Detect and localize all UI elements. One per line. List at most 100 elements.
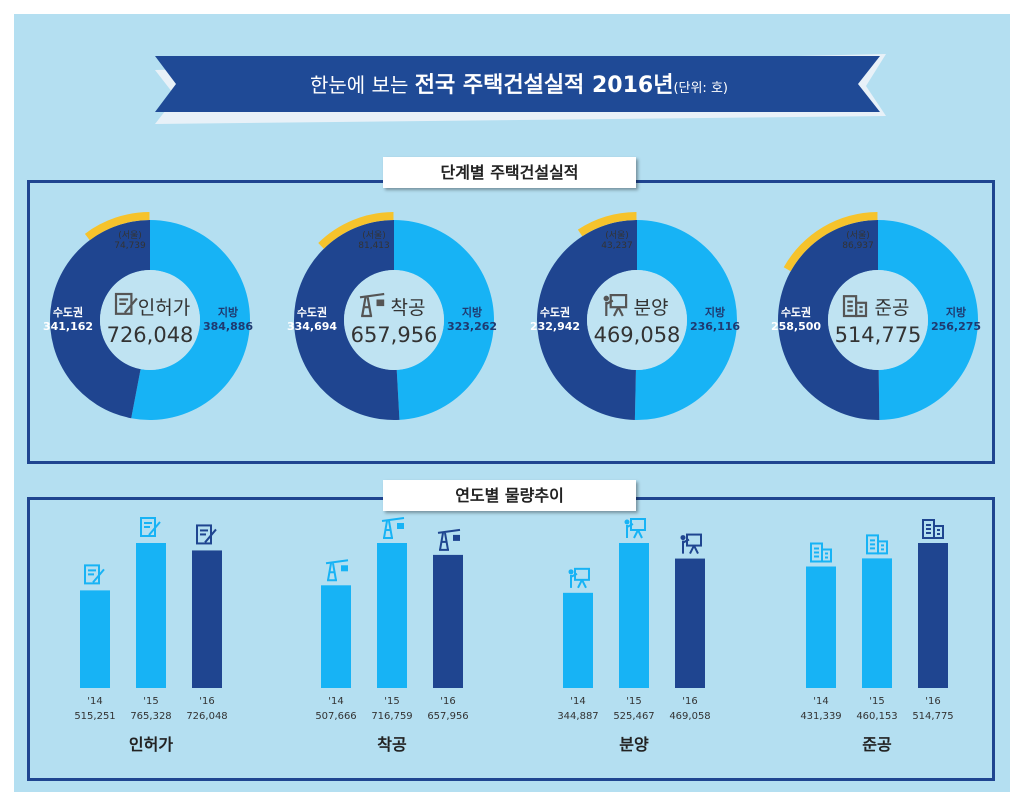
donut-slice-regional <box>878 220 979 420</box>
regional-value: 256,275 <box>931 320 981 333</box>
bar <box>80 590 110 688</box>
bar <box>619 543 649 688</box>
capital-value: 258,500 <box>771 320 821 333</box>
regional-value: 236,116 <box>690 320 740 333</box>
seoul-label: (서울) <box>362 230 386 241</box>
donut-hole <box>100 270 200 370</box>
bar <box>563 592 593 688</box>
page-title: 한눈에 보는 전국 주택건설실적 2016년(단위: 호) <box>310 73 728 98</box>
document-pen-icon <box>140 517 161 537</box>
document-pen-icon <box>84 564 105 585</box>
presentation-board-icon <box>568 567 590 589</box>
bar-group-name: 인허가 <box>129 735 173 754</box>
stage-section-label: 단계별 주택건설실적 <box>383 157 636 188</box>
donut-slice-regional <box>394 220 495 420</box>
seoul-value: 74,739 <box>114 241 146 251</box>
capital-label: 수도권 <box>781 306 811 319</box>
capital-value: 232,942 <box>530 320 580 333</box>
bar-year-label: '14 <box>328 696 343 707</box>
bar-value-label: 344,887 <box>557 711 598 722</box>
banner-ribbon <box>155 56 880 112</box>
bar-value-label: 716,759 <box>371 711 412 722</box>
bar-year-label: '15 <box>869 696 884 707</box>
donut-stage-name: 준공 <box>875 297 910 319</box>
presentation-board-icon <box>624 518 646 539</box>
bar-group-4: '14 431,339 '15 460,153 '16 514,775 준공 <box>800 519 954 754</box>
bar <box>136 543 166 688</box>
bar-group-name: 분양 <box>619 735 649 754</box>
donut-hole <box>587 270 687 370</box>
bar-year-label: '14 <box>87 696 102 707</box>
bar-value-label: 726,048 <box>186 711 227 722</box>
bar-value-label: 525,467 <box>613 711 654 722</box>
regional-label: 지방 <box>946 305 966 319</box>
bar <box>675 558 705 688</box>
donut-slice-seoul <box>577 212 637 237</box>
donut-total: 514,775 <box>835 323 922 347</box>
regional-value: 384,886 <box>203 320 253 333</box>
regional-label: 지방 <box>462 305 482 319</box>
crane-icon <box>437 528 461 551</box>
charts: 인허가726,048수도권341,162지방384,886(서울)74,739착… <box>43 212 981 754</box>
bar <box>918 543 948 688</box>
bar-year-label: '14 <box>570 696 585 707</box>
bar-group-name: 준공 <box>862 735 892 754</box>
donut-stage-name: 분양 <box>634 297 669 319</box>
bar-year-label: '16 <box>440 696 455 707</box>
seoul-label: (서울) <box>605 230 629 241</box>
trend-section-label: 연도별 물량추이 <box>383 480 636 511</box>
donut-hole <box>344 270 444 370</box>
building-icon <box>922 519 944 539</box>
crane-icon <box>359 292 385 318</box>
bar <box>806 566 836 688</box>
seoul-value: 43,237 <box>601 241 633 251</box>
donut-slice-capital <box>294 220 400 420</box>
donut-stage-name: 인허가 <box>138 297 190 319</box>
presentation-board-icon <box>603 294 628 317</box>
building-icon <box>842 295 868 318</box>
bar-group-1: '14 515,251 '15 765,328 '16 726,048 인허가 <box>74 517 228 754</box>
donut-slice-seoul <box>783 212 878 272</box>
capital-label: 수도권 <box>53 306 83 319</box>
crane-icon <box>381 517 405 539</box>
bar <box>192 550 222 688</box>
donut-slice-seoul <box>318 212 394 249</box>
regional-label: 지방 <box>705 305 725 319</box>
crane-icon <box>325 559 349 582</box>
bar-group-name: 착공 <box>377 735 407 754</box>
bar <box>377 543 407 688</box>
bar-year-label: '16 <box>199 696 214 707</box>
regional-value: 323,262 <box>447 320 497 333</box>
capital-value: 341,162 <box>43 320 93 333</box>
bar-value-label: 431,339 <box>800 711 841 722</box>
bar-year-label: '15 <box>384 696 399 707</box>
seoul-label: (서울) <box>846 230 870 241</box>
bar-year-label: '15 <box>143 696 158 707</box>
bar-year-label: '16 <box>682 696 697 707</box>
donut-hole <box>828 270 928 370</box>
document-pen-icon <box>114 292 138 315</box>
document-pen-icon <box>196 524 217 545</box>
bar-value-label: 515,251 <box>74 711 115 722</box>
bar-group-2: '14 507,666 '15 716,759 '16 657,956 착공 <box>315 517 469 754</box>
seoul-label: (서울) <box>118 230 142 241</box>
donut-slice-regional <box>131 220 251 421</box>
building-icon <box>810 542 832 563</box>
capital-value: 334,694 <box>287 320 337 333</box>
donut-slice-seoul <box>84 212 150 241</box>
donut-total: 726,048 <box>107 323 194 347</box>
donut-slice-capital <box>778 220 880 421</box>
bar <box>321 585 351 688</box>
seoul-value: 81,413 <box>358 241 390 251</box>
bar-year-label: '14 <box>813 696 828 707</box>
bar-value-label: 507,666 <box>315 711 356 722</box>
bar <box>862 558 892 688</box>
building-icon <box>866 534 888 555</box>
bar-value-label: 514,775 <box>912 711 953 722</box>
bar-year-label: '16 <box>925 696 940 707</box>
regional-label: 지방 <box>218 305 238 319</box>
